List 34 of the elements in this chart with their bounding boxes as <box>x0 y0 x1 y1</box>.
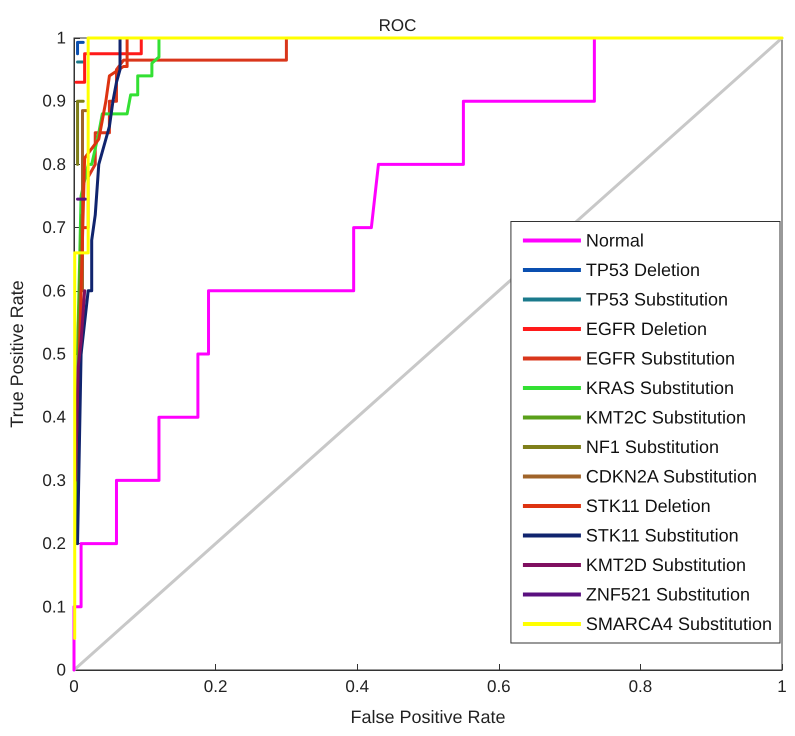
y-tick-label: 0.4 <box>42 408 66 427</box>
legend-label: STK11 Deletion <box>586 496 711 516</box>
chart-title: ROC <box>378 16 416 35</box>
legend-label: NF1 Substitution <box>586 437 719 457</box>
x-axis-title: False Positive Rate <box>350 707 506 727</box>
x-tick-label: 0.2 <box>204 677 228 696</box>
y-tick-label: 0.3 <box>42 470 66 490</box>
legend-label: STK11 Substitution <box>586 526 739 546</box>
y-tick-label: 0.2 <box>42 534 66 554</box>
legend-label: ZNF521 Substitution <box>586 584 750 604</box>
legend-label: CDKN2A Substitution <box>586 466 758 486</box>
x-tick-label: 0 <box>69 677 79 696</box>
legend-label: TP53 Deletion <box>586 260 700 280</box>
legend-label: SMARCA4 Substitution <box>586 614 772 634</box>
legend-label: KMT2C Substitution <box>586 408 746 428</box>
y-tick-label: 0.1 <box>42 597 66 616</box>
legend-label: EGFR Deletion <box>586 319 707 339</box>
legend-label: KRAS Substitution <box>586 378 734 398</box>
x-tick-label: 0.4 <box>345 677 370 696</box>
y-tick-label: 1 <box>56 28 66 48</box>
legend-label: Normal <box>586 230 644 250</box>
y-tick-label: 0.5 <box>42 344 66 364</box>
y-tick-label: 0.8 <box>42 154 66 174</box>
x-tick-label: 1 <box>777 677 787 696</box>
y-tick-label: 0.9 <box>42 92 66 111</box>
legend-label: KMT2D Substitution <box>586 555 746 575</box>
x-tick-label: 0.8 <box>628 677 652 696</box>
y-tick-label: 0.6 <box>42 281 66 300</box>
legend-label: TP53 Substitution <box>586 290 728 310</box>
y-axis-title: True Positive Rate <box>7 280 27 428</box>
legend-label: EGFR Substitution <box>586 348 735 368</box>
x-tick-label: 0.6 <box>486 677 511 696</box>
y-tick-label: 0.7 <box>42 218 66 238</box>
y-tick-label: 0 <box>56 660 66 680</box>
